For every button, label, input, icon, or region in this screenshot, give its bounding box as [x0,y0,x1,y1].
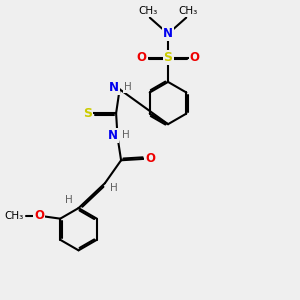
Text: H: H [110,183,118,193]
Text: O: O [146,152,155,165]
Text: N: N [163,27,173,40]
Text: O: O [136,51,147,64]
Text: CH₃: CH₃ [178,6,197,16]
Text: O: O [34,209,44,222]
Text: N: N [109,81,119,94]
Text: CH₃: CH₃ [139,6,158,16]
Text: O: O [189,51,200,64]
Text: S: S [83,107,92,120]
Text: S: S [164,51,172,64]
Text: H: H [124,82,132,92]
Text: H: H [65,195,73,205]
Text: CH₃: CH₃ [4,211,24,221]
Text: H: H [122,130,130,140]
Text: N: N [108,129,118,142]
